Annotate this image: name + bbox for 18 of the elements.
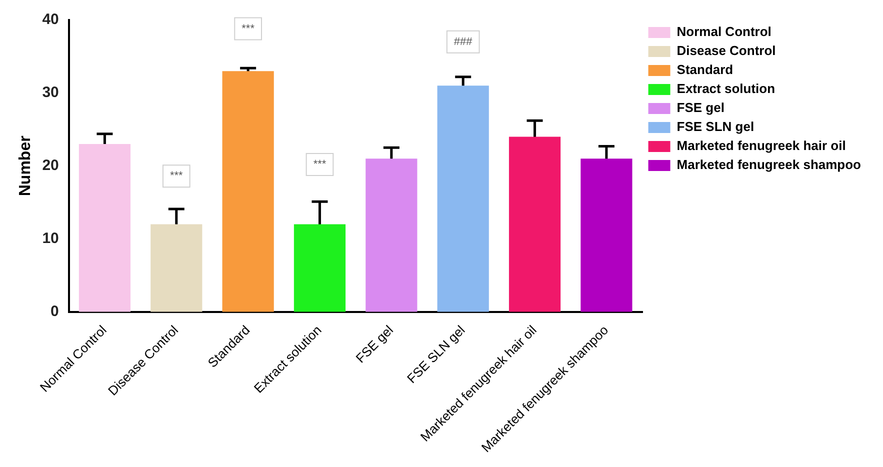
y-tick-label: 40 <box>42 11 59 28</box>
legend-label: FSE SLN gel <box>676 119 754 134</box>
annotation: ### <box>454 36 474 48</box>
legend-label: Extract solution <box>676 81 776 96</box>
y-axis-title: Number <box>17 136 34 196</box>
legend-label: Marketed fenugreek shampoo <box>676 157 862 172</box>
legend-label: FSE gel <box>676 100 724 116</box>
annotation: *** <box>242 22 256 35</box>
legend-label: Marketed fenugreek hair oil <box>676 138 846 154</box>
y-tick-label: 0 <box>50 302 59 320</box>
y-tick-label: 30 <box>42 84 59 102</box>
legend-label: Standard <box>676 62 734 78</box>
y-tick-label: 10 <box>42 230 59 248</box>
annotation: *** <box>170 170 184 182</box>
legend-label: Disease Control <box>676 43 776 58</box>
y-tick-label: 20 <box>42 157 59 174</box>
legend-label: Normal Control <box>676 24 772 40</box>
annotation: *** <box>313 158 327 170</box>
